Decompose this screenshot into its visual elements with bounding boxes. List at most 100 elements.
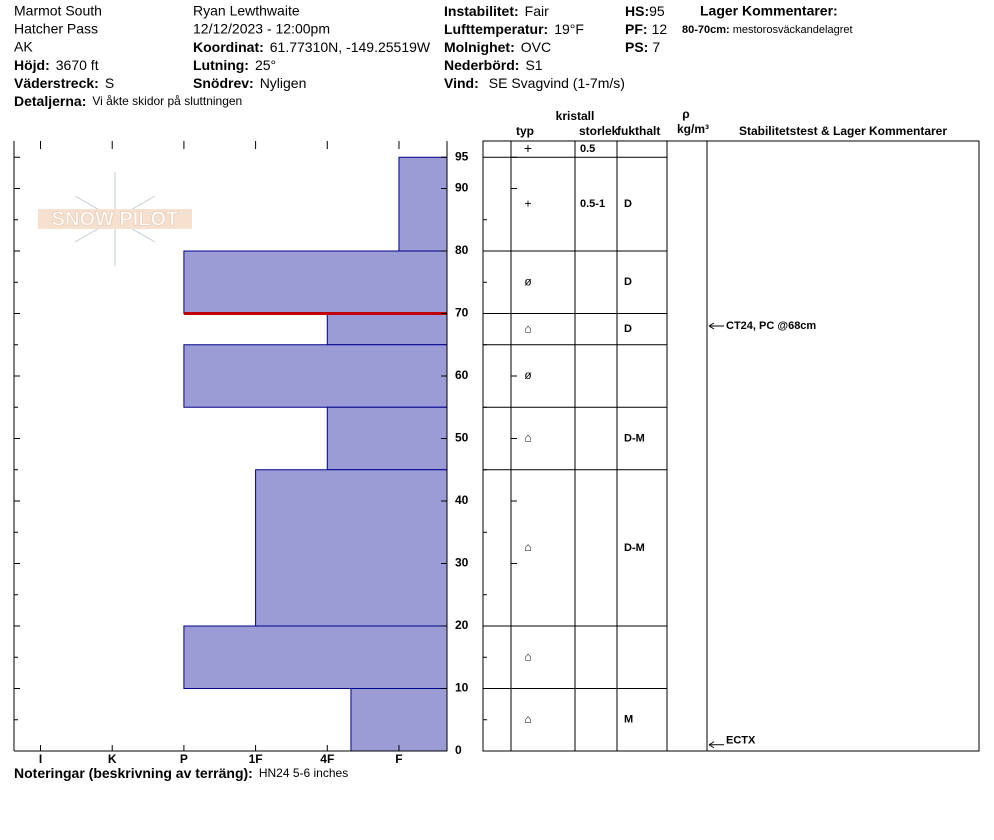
hardness-bar: [398, 156, 448, 252]
moisture: D: [624, 276, 632, 288]
label: PF:: [625, 21, 648, 37]
elevation: Höjd: 3670 ft: [14, 57, 99, 73]
test-label: ECTX: [726, 735, 756, 747]
aspect: Väderstreck: S: [14, 75, 114, 91]
label: Koordinat:: [193, 39, 264, 55]
label: Lutning:: [193, 57, 249, 73]
value: 95: [649, 3, 665, 19]
layer-comments-title: Lager Kommentarer:: [700, 3, 838, 19]
x-tick-label: K: [108, 752, 117, 766]
grain: ⌂: [524, 649, 531, 663]
arrow-head: [708, 741, 715, 749]
value: mestorosväckandelagret: [733, 24, 853, 36]
x-tick-label: P: [180, 752, 188, 766]
table-frame: [482, 140, 980, 752]
label: Väderstreck:: [14, 75, 99, 91]
value: 12: [652, 21, 668, 37]
value: Vi åkte skidor på sluttningen: [92, 94, 242, 108]
label: PS:: [625, 39, 648, 55]
y-tick-label: 30: [455, 556, 469, 570]
moisture: D: [624, 323, 632, 335]
value: OVC: [521, 39, 551, 55]
logo-text: SNOW PILOT: [52, 208, 179, 230]
header-moisture: fukthalt: [617, 124, 660, 138]
header-size: storlek: [579, 124, 619, 138]
moisture: D-M: [624, 432, 645, 444]
area: Hatcher Pass: [14, 21, 98, 37]
label: Vind:: [444, 75, 479, 91]
hardness-bar: [350, 688, 448, 752]
label: Instabilitet:: [444, 3, 519, 19]
value: 7: [652, 39, 660, 55]
label: HS:: [625, 3, 649, 19]
site: Marmot South: [14, 3, 102, 19]
slope: Lutning: 25°: [193, 57, 276, 73]
value: 25°: [255, 57, 276, 73]
state: AK: [14, 39, 33, 55]
value: 19°F: [554, 21, 584, 37]
ps: PS: 7: [625, 39, 660, 55]
y-tick-label: 80: [455, 243, 469, 257]
moisture: D-M: [624, 542, 645, 554]
y-tick-label: 95: [455, 149, 469, 163]
x-tick-label: F: [395, 752, 402, 766]
logo: SNOW PILOT: [38, 172, 192, 266]
y-tick-label: 90: [455, 181, 469, 195]
label: Snödrev:: [193, 75, 254, 91]
value: S: [105, 75, 114, 91]
grain: ⌂: [524, 321, 531, 335]
value: Nyligen: [260, 75, 307, 91]
value: 3670 ft: [56, 57, 99, 73]
precip: Nederbörd: S1: [444, 57, 543, 73]
grain: ⌂: [524, 431, 531, 445]
coords: Koordinat: 61.77310N, -149.25519W: [193, 39, 431, 55]
x-tick-label: I: [39, 752, 42, 766]
y-tick-label: 60: [455, 368, 469, 382]
sky: Molnighet: OVC: [444, 39, 551, 55]
header-grain: typ: [516, 124, 534, 138]
value: S1: [525, 57, 542, 73]
wind: Vind: SE Svagvind (1-7m/s): [444, 75, 625, 91]
hardness-bar: [255, 469, 448, 627]
value: 61.77310N, -149.25519W: [270, 39, 431, 55]
hardness-bar: [326, 406, 448, 471]
value: SE Svagvind (1-7m/s): [489, 75, 625, 91]
header-size: kristall: [556, 109, 595, 123]
y-tick-label: 0: [455, 743, 462, 757]
value: HN24 5-6 inches: [259, 766, 348, 780]
label: Nederbörd:: [444, 57, 519, 73]
observer: Ryan Lewthwaite: [193, 3, 300, 19]
value: Fair: [525, 3, 549, 19]
layer-comment: 80-70cm: mestorosväckandelagret: [682, 24, 853, 36]
hardness-bar: [183, 250, 448, 314]
header-density: kg/m³: [677, 122, 709, 136]
details: Detaljerna: Vi åkte skidor på sluttningen: [14, 93, 242, 109]
air-temp: Lufttemperatur: 19°F: [444, 21, 584, 37]
x-tick-label: 1F: [249, 752, 263, 766]
size: 0.5-1: [580, 198, 605, 210]
pf: PF: 12: [625, 21, 667, 37]
wind-loading: Snödrev: Nyligen: [193, 75, 306, 91]
hardness-bar: [326, 313, 448, 346]
hs: HS:95: [625, 3, 665, 19]
y-tick-label: 40: [455, 493, 469, 507]
arrow-head: [708, 322, 715, 330]
moisture: M: [624, 714, 633, 726]
grain: ø: [524, 368, 532, 382]
grain: +: [524, 140, 532, 156]
test-label: CT24, PC @68cm: [726, 320, 816, 332]
notes: Noteringar (beskrivning av terräng): HN24…: [14, 765, 348, 781]
y-tick-label: 50: [455, 431, 469, 445]
label: Detaljerna:: [14, 93, 86, 109]
y-tick-label: 70: [455, 306, 469, 320]
size: 0.5: [580, 143, 595, 155]
label: 80-70cm:: [682, 24, 730, 36]
label: Höjd:: [14, 57, 50, 73]
header-comments: Stabilitetstest & Lager Kommentarer: [739, 124, 947, 138]
logo-band: [38, 209, 192, 229]
label: Lufttemperatur:: [444, 21, 548, 37]
y-tick-label: 20: [455, 618, 469, 632]
hardness-bar: [183, 344, 448, 408]
